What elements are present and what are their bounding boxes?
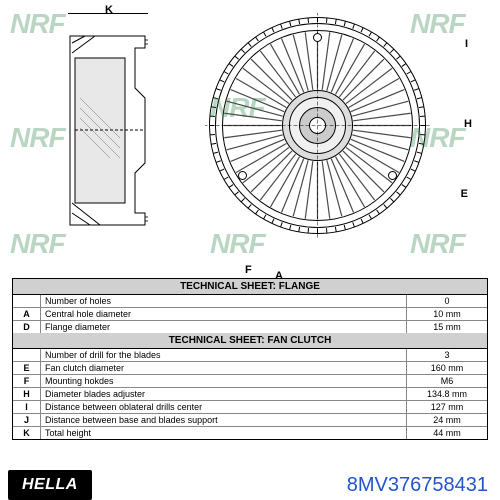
table-row: FMounting hokdesM6 bbox=[13, 375, 487, 388]
spec-tables: TECHNICAL SHEET: FLANGE Number of holes0… bbox=[12, 278, 488, 440]
cell-desc: Diameter blades adjuster bbox=[41, 388, 407, 400]
dim-label-e: E bbox=[461, 188, 468, 200]
table-row: IDistance between oblateral drills cente… bbox=[13, 401, 487, 414]
table-row: DFlange diameter15 mm bbox=[13, 321, 487, 333]
front-view-drawing bbox=[205, 13, 430, 238]
dim-label-f: F bbox=[245, 264, 252, 276]
table-row: JDistance between base and blades suppor… bbox=[13, 414, 487, 427]
cell-letter: D bbox=[13, 321, 41, 333]
table-header-flange: TECHNICAL SHEET: FLANGE bbox=[13, 279, 487, 295]
cell-letter: K bbox=[13, 427, 41, 439]
table-row: Number of holes0 bbox=[13, 295, 487, 308]
cell-value: 3 bbox=[407, 349, 487, 361]
cell-letter: F bbox=[13, 375, 41, 387]
cell-desc: Flange diameter bbox=[41, 321, 407, 333]
cell-letter bbox=[13, 295, 41, 307]
footer: HELLA 8MV376758431 bbox=[0, 470, 500, 500]
cell-letter: E bbox=[13, 362, 41, 374]
cell-value: 127 mm bbox=[407, 401, 487, 413]
table-row: ACentral hole diameter10 mm bbox=[13, 308, 487, 321]
cell-value: 15 mm bbox=[407, 321, 487, 333]
cell-value: 160 mm bbox=[407, 362, 487, 374]
technical-drawing: K bbox=[50, 8, 450, 268]
cell-letter: J bbox=[13, 414, 41, 426]
cell-value: 0 bbox=[407, 295, 487, 307]
cell-value: 10 mm bbox=[407, 308, 487, 320]
cell-desc: Number of holes bbox=[41, 295, 407, 307]
cell-letter: A bbox=[13, 308, 41, 320]
cell-value: M6 bbox=[407, 375, 487, 387]
dim-line bbox=[68, 13, 148, 14]
table-row: EFan clutch diameter160 mm bbox=[13, 362, 487, 375]
side-view-drawing bbox=[50, 28, 180, 238]
hella-logo: HELLA bbox=[8, 470, 92, 500]
dim-label-i: I bbox=[465, 38, 468, 50]
table-row: HDiameter blades adjuster134.8 mm bbox=[13, 388, 487, 401]
dim-label-k: K bbox=[105, 4, 113, 16]
cell-letter bbox=[13, 349, 41, 361]
part-number: 8MV376758431 bbox=[347, 474, 488, 497]
dim-label-h: H bbox=[464, 118, 472, 130]
cell-letter: I bbox=[13, 401, 41, 413]
table-row: KTotal height44 mm bbox=[13, 427, 487, 439]
cell-value: 24 mm bbox=[407, 414, 487, 426]
cell-desc: Number of drill for the blades bbox=[41, 349, 407, 361]
cell-letter: H bbox=[13, 388, 41, 400]
cell-value: 134.8 mm bbox=[407, 388, 487, 400]
table-header-fanclutch: TECHNICAL SHEET: FAN CLUTCH bbox=[13, 333, 487, 349]
cell-value: 44 mm bbox=[407, 427, 487, 439]
cell-desc: Distance between oblateral drills center bbox=[41, 401, 407, 413]
table-row: Number of drill for the blades3 bbox=[13, 349, 487, 362]
cell-desc: Distance between base and blades support bbox=[41, 414, 407, 426]
cell-desc: Fan clutch diameter bbox=[41, 362, 407, 374]
cell-desc: Central hole diameter bbox=[41, 308, 407, 320]
cell-desc: Total height bbox=[41, 427, 407, 439]
cell-desc: Mounting hokdes bbox=[41, 375, 407, 387]
